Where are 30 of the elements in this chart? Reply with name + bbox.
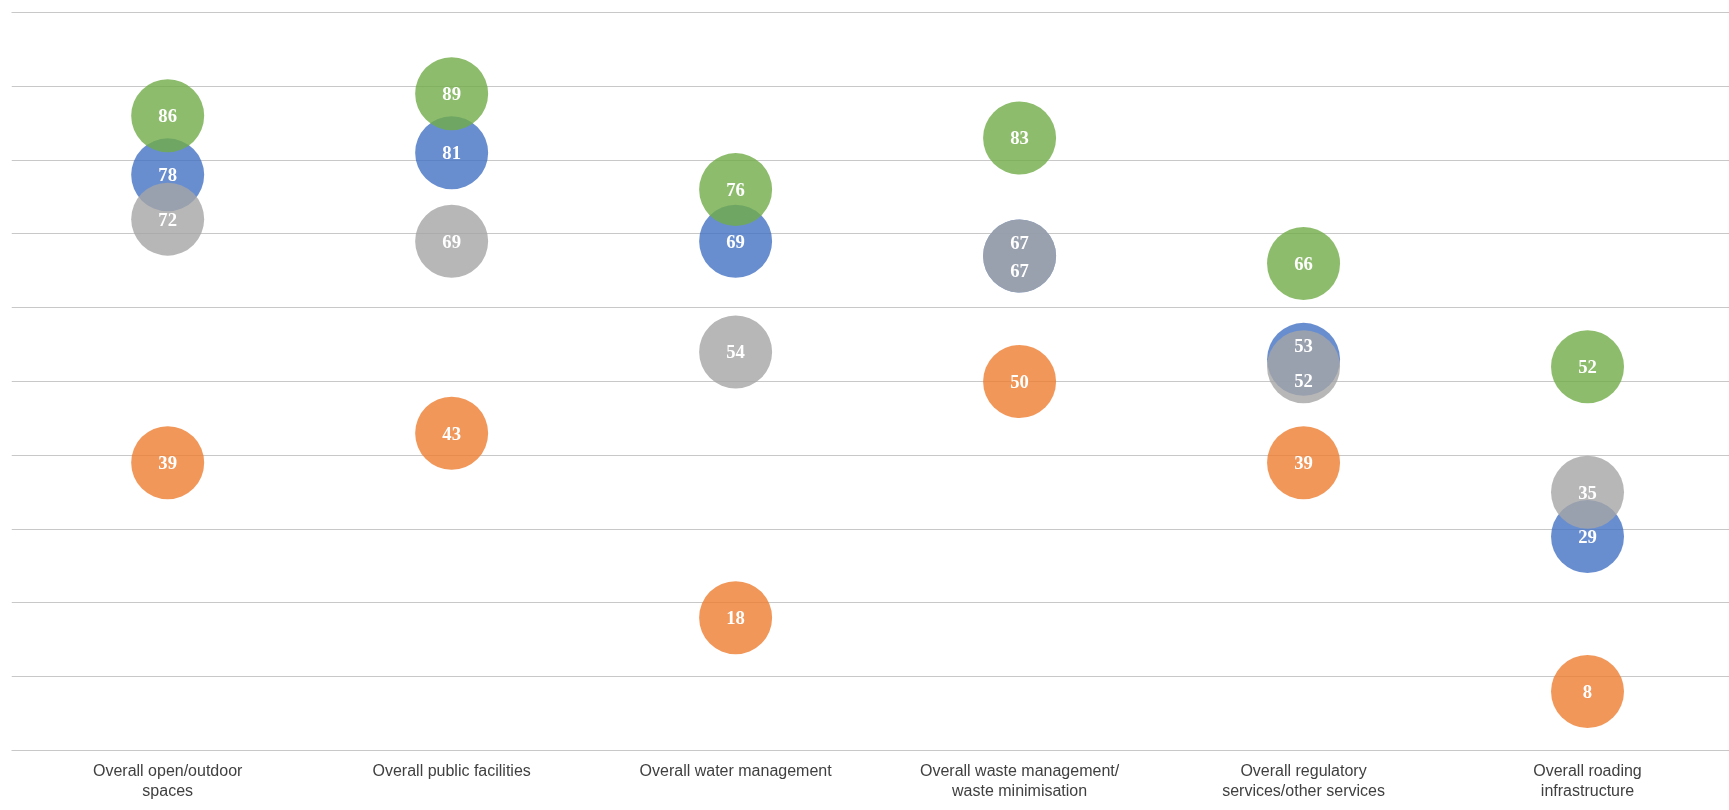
data-label: 89: [442, 83, 461, 105]
data-label: 81: [442, 142, 461, 164]
data-label: 43: [442, 422, 461, 444]
data-label: 50: [1010, 371, 1029, 392]
x-tick-label: Overall roading infrastructure: [1533, 761, 1642, 799]
data-label: 18: [726, 607, 745, 629]
data-label: 54: [726, 341, 745, 363]
x-tick-label: Overall regulatory services/other services: [1222, 761, 1385, 799]
data-label: 69: [726, 230, 745, 252]
x-tick-label: Overall water management: [639, 761, 833, 779]
data-label: 8: [1582, 680, 1593, 702]
data-label: 83: [1010, 127, 1029, 149]
data-label: 86: [158, 105, 178, 127]
x-tick-label: Overall public facilities: [372, 761, 531, 779]
data-label: 67: [1010, 259, 1029, 281]
x-tick-label: Overall open/outdoor spaces: [92, 761, 244, 799]
data-label: 78: [158, 164, 178, 186]
x-tick-label: Overall waste management/ waste minimisation: [919, 761, 1120, 799]
data-label: 66: [1294, 252, 1313, 274]
data-label: 52: [1578, 356, 1597, 378]
data-label: 29: [1578, 525, 1597, 547]
data-label: 67: [1010, 231, 1029, 253]
data-label: 69: [442, 230, 461, 252]
data-label: 35: [1578, 481, 1597, 503]
data-label: 52: [1294, 370, 1313, 392]
data-label: 39: [158, 452, 178, 474]
data-label: 39: [1294, 452, 1313, 474]
data-label: 53: [1294, 334, 1313, 356]
data-label: 72: [158, 208, 178, 230]
data-label: 76: [726, 179, 745, 201]
